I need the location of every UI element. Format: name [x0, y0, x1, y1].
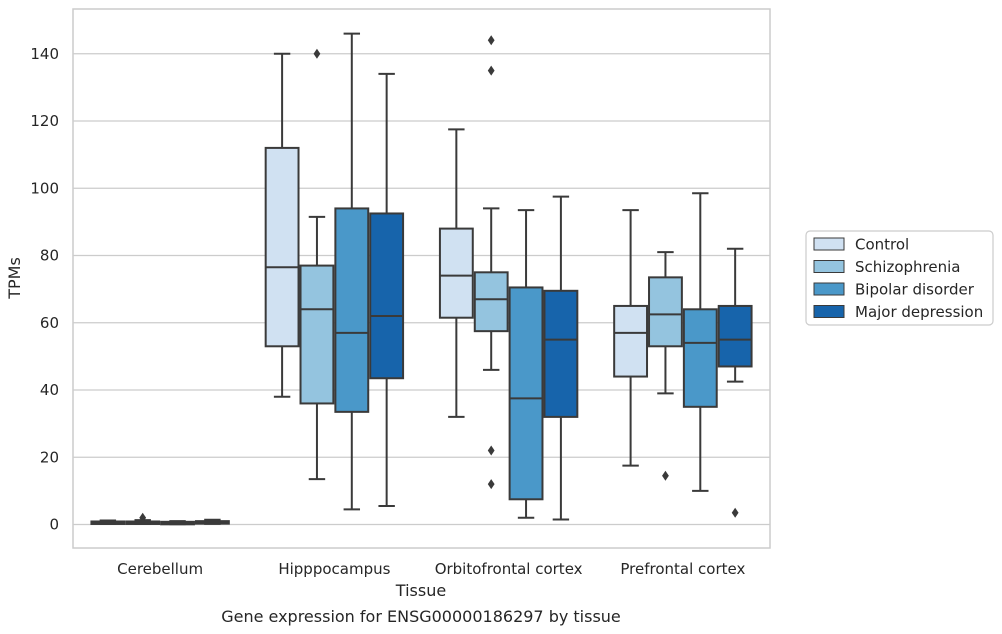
box-control: [613, 209, 649, 467]
y-tick-label: 100: [30, 179, 59, 197]
box-major-depression: [194, 518, 230, 525]
outlier-point: [487, 35, 495, 46]
legend: Control Schizophrenia Bipolar disorder Majo…: [805, 230, 994, 326]
box-bipolar-disorder: [160, 520, 195, 526]
legend-label: Bipolar disorder: [855, 281, 975, 299]
box-control: [90, 519, 126, 525]
y-axis-label: TPMs: [5, 257, 24, 300]
box-bipolar-disorder: [682, 192, 718, 492]
box-iqr: [682, 308, 718, 408]
legend-swatch: [813, 237, 845, 251]
box-schizophrenia: [125, 512, 161, 525]
outlier-point: [487, 445, 495, 456]
box-iqr: [648, 276, 683, 348]
chart-caption: Gene expression for ENSG00000186297 by t…: [221, 607, 621, 626]
outlier-point: [662, 470, 669, 481]
y-tick-label: 80: [40, 247, 59, 265]
box-bipolar-disorder: [334, 32, 370, 511]
x-tick-label: Cerebellum: [117, 560, 203, 578]
box-major-depression: [543, 195, 579, 521]
legend-swatch: [813, 282, 845, 296]
y-tick-label: 140: [30, 45, 59, 63]
box-groups: [90, 32, 753, 526]
outlier-point: [487, 479, 495, 490]
box-iqr: [717, 304, 753, 368]
box-iqr: [369, 212, 405, 380]
y-tick-label: 0: [49, 516, 59, 534]
outlier-point: [139, 512, 147, 523]
outlier-point: [487, 65, 495, 76]
box-control: [438, 128, 474, 418]
box-iqr: [543, 289, 579, 418]
box-schizophrenia: [648, 251, 683, 481]
box-schizophrenia: [473, 35, 509, 490]
legend-label: Schizophrenia: [855, 258, 960, 276]
legend-swatch: [813, 260, 845, 273]
outlier-point: [731, 507, 739, 518]
y-tick-label: 60: [40, 314, 59, 332]
box-iqr: [508, 286, 544, 501]
box-schizophrenia: [299, 48, 335, 481]
box-iqr: [264, 146, 300, 348]
y-tick-label: 40: [40, 381, 59, 399]
box-bipolar-disorder: [508, 209, 544, 519]
x-tick-label: Prefrontal cortex: [620, 560, 745, 578]
box-control: [264, 52, 300, 398]
outlier-point: [313, 48, 321, 59]
box-iqr: [334, 207, 370, 413]
x-axis-ticks: Cerebellum Hipppocampus Orbitofrontal cort…: [117, 560, 745, 578]
box-major-depression: [717, 247, 753, 518]
grid-lines: [73, 53, 770, 526]
legend-frame: [805, 230, 994, 326]
x-tick-label: Orbitofrontal cortex: [435, 560, 583, 578]
box-iqr: [438, 227, 474, 319]
box-iqr: [299, 264, 335, 405]
box-iqr: [473, 271, 509, 333]
x-axis-label: Tissue: [395, 581, 446, 600]
y-tick-label: 120: [30, 112, 59, 130]
legend-label: Major depression: [855, 303, 983, 321]
box-iqr: [613, 304, 649, 378]
legend-swatch: [813, 305, 845, 318]
y-tick-label: 20: [40, 448, 59, 466]
plot-frame: [72, 8, 771, 549]
y-axis-ticks: 0 20 40 60 80 100 120 140: [30, 45, 59, 534]
box-major-depression: [369, 72, 405, 508]
x-tick-label: Hipppocampus: [278, 560, 390, 578]
legend-label: Control: [855, 236, 909, 254]
